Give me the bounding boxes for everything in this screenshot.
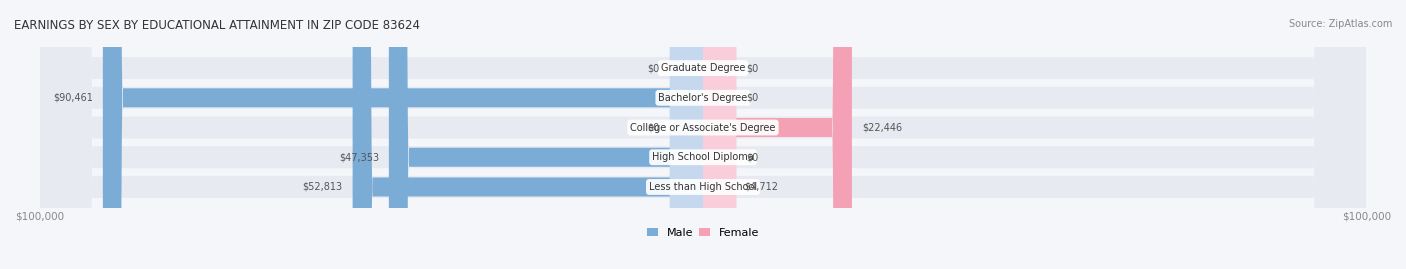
FancyBboxPatch shape — [669, 0, 703, 269]
FancyBboxPatch shape — [703, 0, 737, 269]
Text: $0: $0 — [747, 63, 758, 73]
Text: $0: $0 — [648, 63, 659, 73]
FancyBboxPatch shape — [39, 0, 1367, 269]
FancyBboxPatch shape — [39, 0, 1367, 269]
Text: Bachelor's Degree: Bachelor's Degree — [658, 93, 748, 103]
Text: $22,446: $22,446 — [862, 122, 903, 133]
Text: $0: $0 — [747, 152, 758, 162]
FancyBboxPatch shape — [703, 0, 734, 269]
FancyBboxPatch shape — [39, 0, 1367, 269]
Text: $4,712: $4,712 — [744, 182, 778, 192]
Legend: Male, Female: Male, Female — [643, 223, 763, 242]
Text: $47,353: $47,353 — [339, 152, 378, 162]
FancyBboxPatch shape — [669, 0, 703, 269]
FancyBboxPatch shape — [39, 0, 1367, 269]
Text: Graduate Degree: Graduate Degree — [661, 63, 745, 73]
Text: $0: $0 — [648, 122, 659, 133]
Text: $52,813: $52,813 — [302, 182, 343, 192]
FancyBboxPatch shape — [703, 0, 737, 269]
Text: College or Associate's Degree: College or Associate's Degree — [630, 122, 776, 133]
FancyBboxPatch shape — [703, 0, 737, 269]
Text: High School Diploma: High School Diploma — [652, 152, 754, 162]
FancyBboxPatch shape — [39, 0, 1367, 269]
Text: Less than High School: Less than High School — [650, 182, 756, 192]
Text: EARNINGS BY SEX BY EDUCATIONAL ATTAINMENT IN ZIP CODE 83624: EARNINGS BY SEX BY EDUCATIONAL ATTAINMEN… — [14, 19, 420, 32]
Text: $90,461: $90,461 — [53, 93, 93, 103]
FancyBboxPatch shape — [103, 0, 703, 269]
FancyBboxPatch shape — [389, 0, 703, 269]
Text: $0: $0 — [747, 93, 758, 103]
Text: Source: ZipAtlas.com: Source: ZipAtlas.com — [1288, 19, 1392, 29]
FancyBboxPatch shape — [703, 0, 852, 269]
FancyBboxPatch shape — [353, 0, 703, 269]
